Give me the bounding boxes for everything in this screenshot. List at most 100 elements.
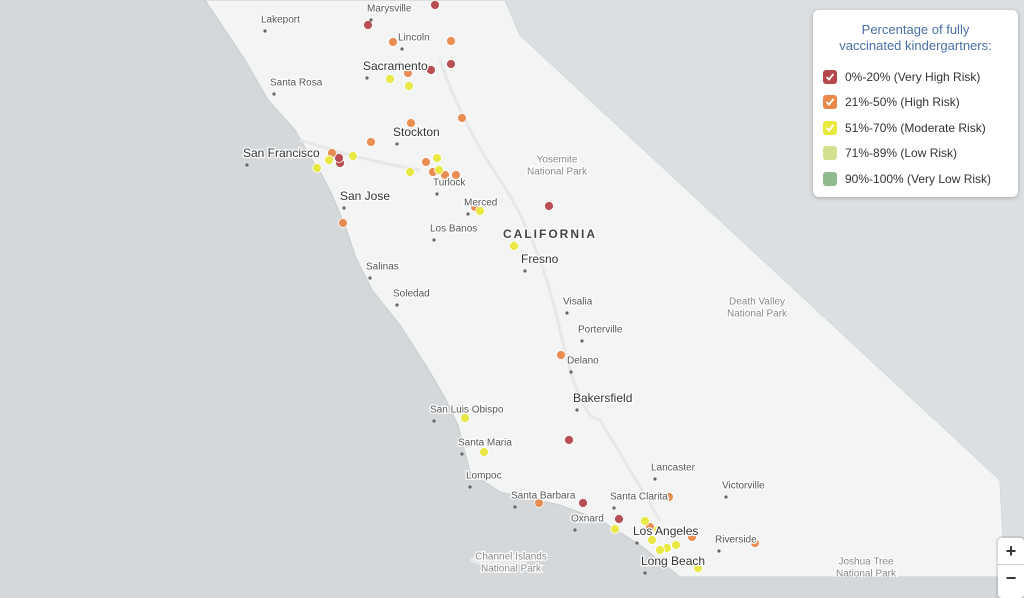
legend-item[interactable]: 21%-50% (High Risk) xyxy=(823,90,1008,116)
school-marker xyxy=(421,157,431,167)
zoom-out[interactable]: − xyxy=(998,564,1024,591)
california xyxy=(204,0,1006,577)
school-marker xyxy=(406,118,416,128)
town-dot xyxy=(580,339,584,343)
school-marker xyxy=(578,498,588,508)
school-marker xyxy=(687,532,697,542)
town-dot xyxy=(263,29,267,33)
town-dot xyxy=(575,408,579,412)
town-dot xyxy=(432,238,436,242)
place-label: Fresno xyxy=(521,252,559,266)
legend-label: 21%-50% (High Risk) xyxy=(845,95,960,110)
town-dot xyxy=(724,495,728,499)
place-label: Los Angeles xyxy=(633,524,698,538)
school-marker xyxy=(432,153,442,163)
town-dot xyxy=(395,142,399,146)
town-dot xyxy=(435,192,439,196)
legend-swatch xyxy=(823,146,837,161)
town-dot xyxy=(569,370,573,374)
place-label: San Luis Obispo xyxy=(430,405,504,416)
place-label: National Park xyxy=(727,309,788,320)
place-label: Merced xyxy=(464,198,497,209)
school-marker xyxy=(363,20,373,30)
school-marker xyxy=(475,206,485,216)
town-dot xyxy=(612,506,616,510)
place-label: Joshua Tree xyxy=(838,557,893,568)
town-dot xyxy=(432,419,436,423)
check xyxy=(825,124,835,132)
town-dot xyxy=(272,92,276,96)
check xyxy=(825,98,835,107)
legend: Percentage of fully vaccinated kindergar… xyxy=(813,10,1018,197)
legend-label: 51%-70% (Moderate Risk) xyxy=(845,120,986,135)
place-label: National Park xyxy=(836,569,897,577)
school-marker xyxy=(403,68,413,78)
legend-item[interactable]: 0%-20% (Very High Risk) xyxy=(823,64,1008,90)
school-marker xyxy=(671,540,681,550)
town-dot xyxy=(369,18,373,22)
school-marker xyxy=(451,170,461,180)
school-marker xyxy=(509,241,519,251)
legend-item[interactable]: 51%-70% (Moderate Risk) xyxy=(823,115,1008,141)
school-marker xyxy=(446,59,456,69)
school-marker xyxy=(682,557,692,567)
school-marker xyxy=(312,163,322,173)
island xyxy=(470,554,530,566)
place-label: Marysville xyxy=(367,4,412,15)
town-dot xyxy=(513,505,517,509)
town-dot xyxy=(653,477,657,481)
school-marker xyxy=(405,167,415,177)
place-label: Victorville xyxy=(722,481,765,492)
place-label: National Park xyxy=(481,564,542,575)
school-marker xyxy=(404,81,414,91)
place-label: Sacramento xyxy=(363,59,428,73)
town-dot xyxy=(368,276,372,280)
school-marker xyxy=(534,498,544,508)
school-marker xyxy=(430,0,440,10)
place-label: Lakeport xyxy=(261,15,300,26)
place-label: Long Beach xyxy=(641,554,705,568)
legend-item[interactable]: 71%-89% (Low Risk) xyxy=(823,141,1008,167)
school-marker xyxy=(664,492,674,502)
school-marker xyxy=(460,413,470,423)
town-dot xyxy=(573,528,577,532)
town-dot xyxy=(468,485,472,489)
town-dot xyxy=(717,549,721,553)
page: {"legend": {"title": "Percentage of full… xyxy=(204,0,1024,598)
school-marker xyxy=(647,535,657,545)
town-dot xyxy=(400,47,404,51)
zoom-control: + − xyxy=(998,538,1024,598)
legend-items: 0%-20% (Very High Risk) 21%-50% (High Ris… xyxy=(823,64,1008,192)
school-marker xyxy=(395,61,405,71)
school-marker xyxy=(366,137,376,147)
place-label: Porterville xyxy=(578,325,623,336)
school-marker xyxy=(614,514,624,524)
town-dot xyxy=(643,571,647,575)
place-label: Turlock xyxy=(433,178,466,189)
place-label: Visalia xyxy=(563,297,593,308)
school-marker xyxy=(434,165,444,175)
place-label: San Francisco xyxy=(243,146,320,160)
place-label: San Jose xyxy=(340,189,390,203)
legend-label: 0%-20% (Very High Risk) xyxy=(845,69,981,84)
town-dot xyxy=(342,206,346,210)
place-label: Soledad xyxy=(393,289,430,300)
school-marker xyxy=(653,525,663,535)
place-label: Los Banos xyxy=(430,224,477,235)
school-marker xyxy=(610,524,620,534)
place-label: Santa Rosa xyxy=(270,78,323,89)
town-dot xyxy=(365,76,369,80)
town-dot xyxy=(395,303,399,307)
place-label: Yosemite xyxy=(537,155,578,166)
town-dot xyxy=(565,311,569,315)
zoom-in[interactable]: + xyxy=(1005,541,1017,561)
legend-swatch xyxy=(823,120,837,135)
school-marker xyxy=(426,65,436,75)
school-marker xyxy=(564,435,574,445)
legend-label: 71%-89% (Low Risk) xyxy=(845,146,958,161)
place-label: Lincoln xyxy=(398,33,430,44)
legend-item[interactable]: 90%-100% (Very Low Risk) xyxy=(823,166,1008,192)
place-label: Salinas xyxy=(366,262,399,273)
place-label: Lancaster xyxy=(651,463,696,474)
place-label: Santa Barbara xyxy=(511,491,576,502)
